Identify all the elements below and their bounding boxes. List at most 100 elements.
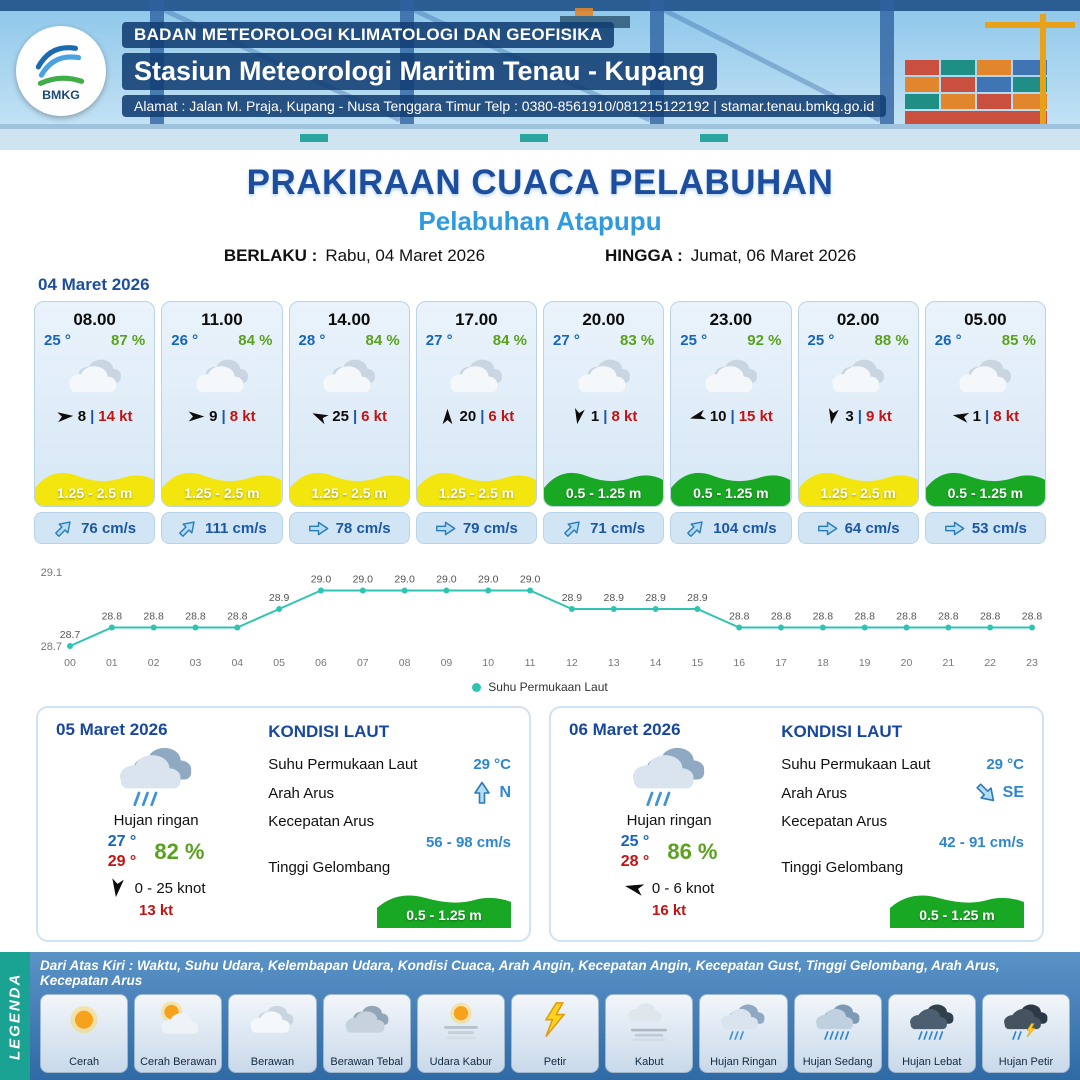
sea-speed-label: Kecepatan Arus bbox=[781, 813, 888, 830]
svg-text:28.9: 28.9 bbox=[645, 592, 666, 604]
wind-gust: 14 kt bbox=[98, 408, 133, 425]
air-temperature: 26 ° bbox=[934, 332, 962, 349]
current-speed: 64 cm/s bbox=[844, 519, 900, 537]
humidity: 83 % bbox=[620, 332, 655, 349]
humidity: 84 % bbox=[492, 332, 527, 349]
svg-text:18: 18 bbox=[817, 657, 829, 669]
station-address: Alamat : Jalan M. Praja, Kupang - Nusa T… bbox=[122, 95, 887, 117]
day1-current-direction: N bbox=[470, 781, 511, 805]
current-speed: 76 cm/s bbox=[81, 519, 137, 537]
legend-item-label: Hujan Ringan bbox=[710, 1055, 777, 1068]
legend-item-berawan-tebal: Berawan Tebal bbox=[322, 994, 411, 1073]
wave-height: 0.5 - 1.25 m bbox=[693, 485, 769, 501]
wave-height-band: 1.25 - 2.5 m bbox=[35, 460, 155, 506]
chart-legend-dot bbox=[472, 682, 482, 692]
wave-height-band: 0.5 - 1.25 m bbox=[925, 460, 1045, 506]
legend-item-label: Udara Kabur bbox=[429, 1055, 493, 1068]
day1-humidity: 82 % bbox=[154, 839, 205, 864]
wind-direction-icon bbox=[56, 407, 74, 425]
wind-direction-icon bbox=[823, 407, 843, 427]
svg-text:28.9: 28.9 bbox=[269, 592, 290, 604]
current-speed-chip: 79 cm/s bbox=[415, 512, 537, 544]
forecast-card-body: 20.00 27 ° 83 % 1 | 8 kt 0.5 - 1.25 m bbox=[543, 301, 665, 507]
current-direction-icon bbox=[173, 513, 203, 543]
forecast-card-body: 02.00 25 ° 88 % 3 | 9 kt 1.25 - 2.5 m bbox=[797, 301, 919, 507]
day1-condition: Hujan ringan bbox=[113, 812, 199, 829]
svg-text:28.8: 28.8 bbox=[771, 611, 792, 623]
day1-weather-column: 05 Maret 2026 Hujan ringan 27 ° 29 ° 82 … bbox=[56, 720, 256, 928]
legend-item-label: Cerah bbox=[69, 1055, 100, 1068]
forecast-card: 11.00 26 ° 84 % 9 | 8 kt 1.25 - 2.5 m 111 cm/s bbox=[161, 301, 283, 544]
day1-current-speed: 56 - 98 cm/s bbox=[425, 834, 511, 851]
day1-date: 05 Maret 2026 bbox=[56, 720, 168, 739]
air-temperature: 25 ° bbox=[807, 332, 835, 349]
air-temperature: 28 ° bbox=[298, 332, 326, 349]
forecast-time: 11.00 bbox=[201, 310, 243, 329]
current-speed-chip: 76 cm/s bbox=[34, 512, 156, 544]
temp-humidity-row: 26 ° 84 % bbox=[162, 330, 281, 349]
svg-text:12: 12 bbox=[566, 657, 578, 669]
wind-direction-icon bbox=[308, 405, 331, 428]
sea-sst-label: Suhu Permukaan Laut bbox=[781, 756, 931, 773]
wind-speed: 20 bbox=[459, 408, 477, 425]
legend-item-berawan: Berawan bbox=[228, 994, 317, 1073]
svg-text:29.0: 29.0 bbox=[394, 574, 415, 586]
sea-direction-row: Arah Arus N bbox=[268, 781, 511, 805]
svg-text:28.8: 28.8 bbox=[813, 611, 834, 623]
svg-text:29.0: 29.0 bbox=[353, 574, 374, 586]
current-speed-chip: 78 cm/s bbox=[288, 512, 410, 544]
current-speed-chip: 53 cm/s bbox=[924, 512, 1046, 544]
day-panel-1: 05 Maret 2026 Hujan ringan 27 ° 29 ° 82 … bbox=[36, 706, 531, 942]
air-temperature: 25 ° bbox=[44, 332, 71, 349]
temp-humidity-row: 25 ° 87 % bbox=[35, 330, 154, 349]
valid-from-label: BERLAKU : bbox=[223, 246, 318, 265]
day2-wind-row: 0 - 6 knot bbox=[624, 878, 714, 898]
sea-wave-row: Tinggi Gelombang bbox=[781, 859, 1024, 876]
day2-temp-min: 25 ° bbox=[620, 833, 650, 850]
svg-text:28.9: 28.9 bbox=[687, 592, 708, 604]
wind-speed: 1 bbox=[590, 408, 600, 425]
port-name: Pelabuhan Atapupu bbox=[418, 206, 662, 236]
svg-text:05: 05 bbox=[273, 657, 285, 669]
wave-height-band: 1.25 - 2.5 m bbox=[289, 460, 409, 506]
udara-kabur-icon bbox=[430, 1000, 492, 1047]
svg-text:02: 02 bbox=[148, 657, 160, 669]
day1-temps: 27 ° 29 ° 82 % bbox=[108, 833, 205, 871]
hujan-ringan-icon bbox=[712, 1000, 774, 1047]
wind-direction-icon bbox=[950, 407, 970, 427]
humidity: 84 % bbox=[238, 332, 273, 349]
wave-height: 1.25 - 2.5 m bbox=[311, 485, 387, 501]
hujan-sedang-icon bbox=[807, 1000, 869, 1047]
wind-separator: | bbox=[90, 408, 95, 425]
forecast-card: 02.00 25 ° 88 % 3 | 9 kt 1.25 - 2.5 m 64 cm/s bbox=[797, 301, 919, 544]
svg-text:28.7: 28.7 bbox=[41, 641, 62, 653]
svg-text:28.8: 28.8 bbox=[980, 611, 1001, 623]
svg-text:16: 16 bbox=[733, 657, 745, 669]
legend-item-petir: Petir bbox=[510, 994, 600, 1073]
wind-row: 10 | 15 kt bbox=[689, 408, 773, 425]
valid-until-label: HINGGA : bbox=[605, 246, 683, 265]
sea-direction-label: Arah Arus bbox=[781, 784, 848, 802]
current-speed-chip: 64 cm/s bbox=[797, 512, 919, 544]
berawan-icon bbox=[182, 352, 262, 404]
wind-speed: 8 bbox=[77, 408, 87, 425]
day1-temp-max: 29 ° bbox=[107, 853, 137, 870]
bmkg-logo-icon: BMKG bbox=[35, 45, 85, 102]
svg-text:11: 11 bbox=[525, 657, 536, 669]
legend-item-kabut: Kabut bbox=[605, 994, 694, 1073]
header-text-block: BADAN METEOROLOGI KLIMATOLOGI DAN GEOFIS… bbox=[122, 22, 887, 117]
hujan-ringan-icon bbox=[100, 740, 212, 810]
wind-gust: 6 kt bbox=[361, 408, 387, 425]
day-panel-2: 06 Maret 2026 Hujan ringan 25 ° 28 ° 86 … bbox=[549, 706, 1044, 942]
wave-height: 1.25 - 2.5 m bbox=[184, 485, 260, 501]
wave-height: 0.5 - 1.25 m bbox=[565, 485, 642, 501]
wave-height-band: 0.5 - 1.25 m bbox=[544, 460, 664, 506]
bmkg-logo: BMKG bbox=[16, 26, 106, 116]
berawan-icon bbox=[241, 1000, 303, 1047]
forecast-card-body: 08.00 25 ° 87 % 8 | 14 kt 1.25 - 2.5 m bbox=[34, 301, 156, 507]
forecast-card: 14.00 28 ° 84 % 25 | 6 kt 1.25 - 2.5 m 78 cm/s bbox=[288, 301, 410, 544]
day2-humidity: 86 % bbox=[667, 839, 718, 864]
current-speed: 78 cm/s bbox=[335, 519, 391, 537]
petir-icon bbox=[524, 1000, 586, 1047]
forecast-card-body: 23.00 25 ° 92 % 10 | 15 kt 0.5 - 1.25 m bbox=[670, 301, 792, 507]
